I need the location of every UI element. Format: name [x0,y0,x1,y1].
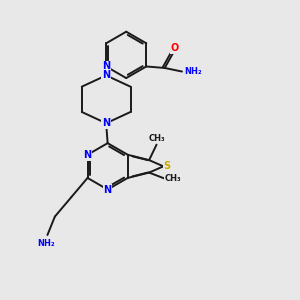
Text: N: N [102,70,110,80]
Text: O: O [170,43,179,53]
Text: N: N [103,184,112,194]
Text: N: N [83,150,92,160]
Text: N: N [102,118,110,128]
Text: CH₃: CH₃ [148,134,165,142]
Text: N: N [102,61,110,71]
Text: NH₂: NH₂ [184,67,202,76]
Text: NH₂: NH₂ [37,239,55,248]
Text: CH₃: CH₃ [165,174,181,183]
Text: S: S [164,161,170,171]
